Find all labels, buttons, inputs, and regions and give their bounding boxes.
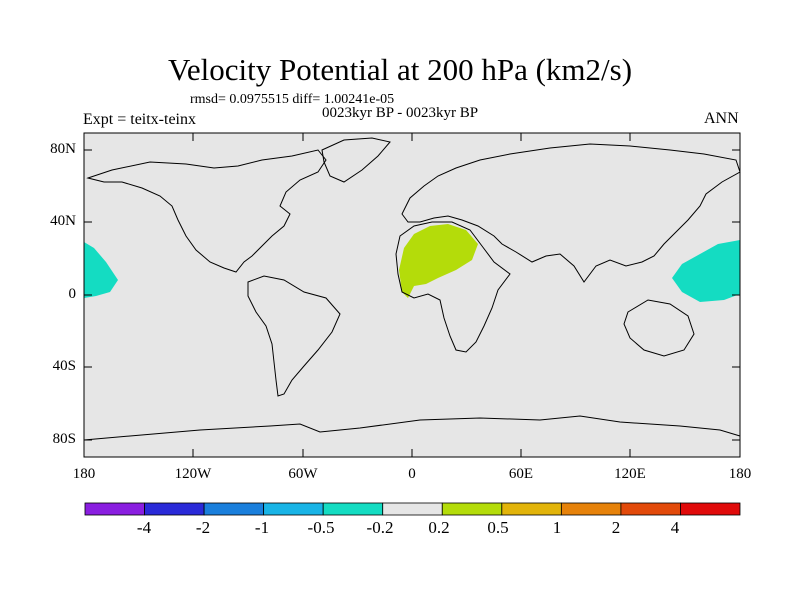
colorbar-swatch <box>263 502 324 516</box>
colorbar-label: 0.5 <box>487 518 509 537</box>
colorbar-swatch <box>441 502 503 516</box>
colorbar-swatch <box>501 502 562 516</box>
map-title: Velocity Potential at 200 hPa (km2/s) <box>167 52 633 87</box>
north-america-coast <box>86 149 327 273</box>
colorbar-label: 1 <box>552 518 562 537</box>
colorbar-swatch <box>84 502 145 516</box>
colorbar-label: 0.2 <box>428 518 450 537</box>
greenland-coast <box>321 137 391 183</box>
colorbar-label: -1 <box>254 518 270 537</box>
coastlines <box>83 137 741 441</box>
south-america-coast <box>247 275 341 397</box>
negative-anomaly-region-west <box>84 242 118 298</box>
antarctica-coast <box>83 415 741 441</box>
colorbar-label: -2 <box>195 518 211 537</box>
positive-anomaly-region <box>399 224 478 298</box>
colorbar-label: -0.5 <box>307 518 335 537</box>
colorbar-swatch <box>560 502 622 516</box>
lat-label: 80S <box>52 431 76 447</box>
colorbar-label: 2 <box>611 518 621 537</box>
lon-label: 60W <box>288 466 318 482</box>
colorbar-swatch <box>680 502 741 516</box>
lon-label: 60E <box>508 466 534 482</box>
experiment-label: Expt = teitx-teinx <box>83 111 196 128</box>
australia-coast <box>623 299 695 357</box>
negative-anomaly-region-east <box>672 240 740 302</box>
africa-coast <box>395 221 511 353</box>
lat-label: 40N <box>50 213 76 229</box>
stats-text: rmsd= 0.0975515 diff= 1.00241e-05 <box>190 92 395 107</box>
colorbar-swatch <box>322 502 384 516</box>
colorbar-swatch <box>620 502 681 516</box>
map-background <box>84 133 740 457</box>
colorbar-swatch <box>203 502 265 516</box>
lon-label: 120W <box>174 466 212 482</box>
lon-label: 180 <box>72 466 96 482</box>
season-label: ANN <box>704 110 739 127</box>
lon-label: 120E <box>614 466 646 482</box>
colorbar-label: -0.2 <box>366 518 394 537</box>
lon-label: 0 <box>408 466 416 482</box>
eurasia-coast <box>401 143 741 283</box>
colorbar-label: -4 <box>136 518 152 537</box>
lat-label: 0 <box>68 286 77 302</box>
lat-label: 80N <box>50 141 76 157</box>
colorbar-swatch <box>382 502 443 516</box>
period-label: 0023kyr BP - 0023kyr BP <box>322 105 479 121</box>
lon-label: 180 <box>728 466 752 482</box>
colorbar-label: 4 <box>670 518 680 537</box>
lat-label: 40S <box>52 358 76 374</box>
colorbar-swatch <box>144 502 205 516</box>
axis-ticks <box>84 133 740 457</box>
